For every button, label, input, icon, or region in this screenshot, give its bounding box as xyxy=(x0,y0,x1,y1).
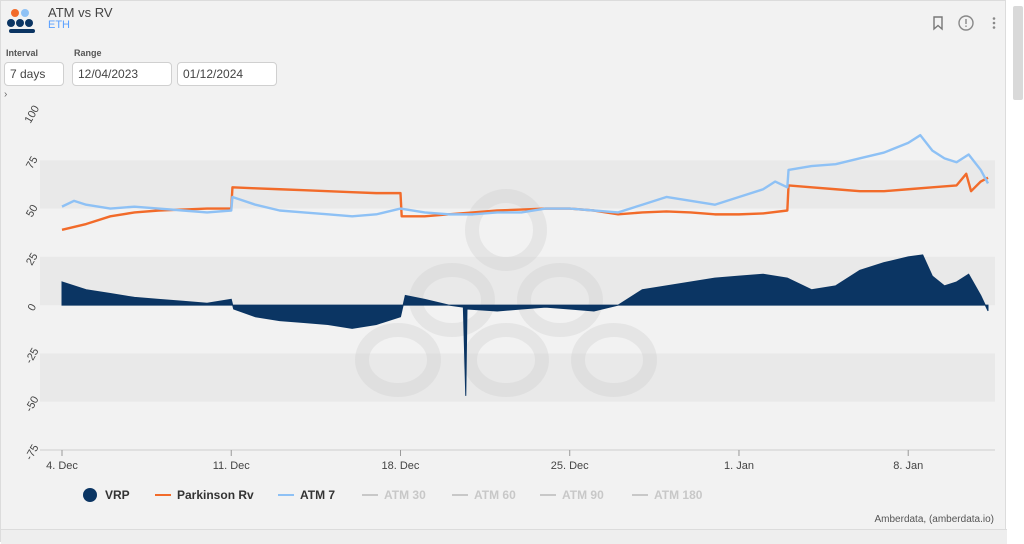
legend-atm-90-label[interactable]: ATM 90 xyxy=(562,488,604,502)
y-tick-label: 0 xyxy=(26,302,39,313)
info-icon[interactable] xyxy=(957,14,975,32)
series-atm-7-line xyxy=(61,133,990,218)
y-tick-label: -50 xyxy=(23,394,41,414)
chart-subtitle: ETH xyxy=(48,19,70,31)
grid-band xyxy=(40,160,995,209)
y-tick-label: -25 xyxy=(23,346,41,366)
x-tick-label: 25. Dec xyxy=(551,460,589,472)
interval-select[interactable]: 7 days xyxy=(4,62,64,86)
chart-svg: 100 75 50 25 0 -25 -50 -75 4. Dec 11. Dec 18. Dec… xyxy=(23,104,995,525)
legend-vrp-marker xyxy=(83,488,97,502)
x-tick-label: 11. Dec xyxy=(213,460,251,472)
x-tick-label: 8. Jan xyxy=(893,460,923,472)
amberdata-logo xyxy=(7,9,35,33)
y-tick-label: 75 xyxy=(24,154,41,171)
more-vertical-icon[interactable] xyxy=(985,14,1003,32)
legend-atm-7-label[interactable]: ATM 7 xyxy=(300,488,335,502)
y-tick-label: -75 xyxy=(23,443,41,463)
y-tick-label: 25 xyxy=(24,251,41,268)
series-vrp-area xyxy=(61,254,989,396)
interval-label: Interval xyxy=(6,48,39,58)
x-tick-label: 4. Dec xyxy=(46,460,78,472)
grid-band xyxy=(40,353,995,402)
x-tick-label: 18. Dec xyxy=(382,460,420,472)
legend-atm-30-label[interactable]: ATM 30 xyxy=(384,488,426,502)
y-tick-label: 100 xyxy=(23,104,43,126)
x-tick-label: 1. Jan xyxy=(724,460,754,472)
chart-title: ATM vs RV xyxy=(48,5,113,20)
range-end-input[interactable]: 01/12/2024 xyxy=(177,62,277,86)
expand-chevron-icon[interactable]: › xyxy=(4,89,8,100)
legend-atm-60-label[interactable]: ATM 60 xyxy=(474,488,516,502)
bookmark-icon[interactable] xyxy=(929,14,947,32)
y-tick-label: 50 xyxy=(24,203,41,220)
amberdata-watermark xyxy=(355,189,657,397)
legend-parkinson-rv-label[interactable]: Parkinson Rv xyxy=(177,488,254,502)
range-start-input[interactable]: 12/04/2023 xyxy=(72,62,172,86)
chart-credit: Amberdata, (amberdata.io) xyxy=(874,514,994,525)
legend-atm-180-label[interactable]: ATM 180 xyxy=(654,488,703,502)
scrollbar[interactable] xyxy=(1013,6,1023,100)
panel-header: ATM vs RV ETH xyxy=(1,1,1007,45)
legend-vrp-label[interactable]: VRP xyxy=(105,488,130,502)
panel-footer xyxy=(1,529,1007,544)
range-label: Range xyxy=(74,48,102,58)
